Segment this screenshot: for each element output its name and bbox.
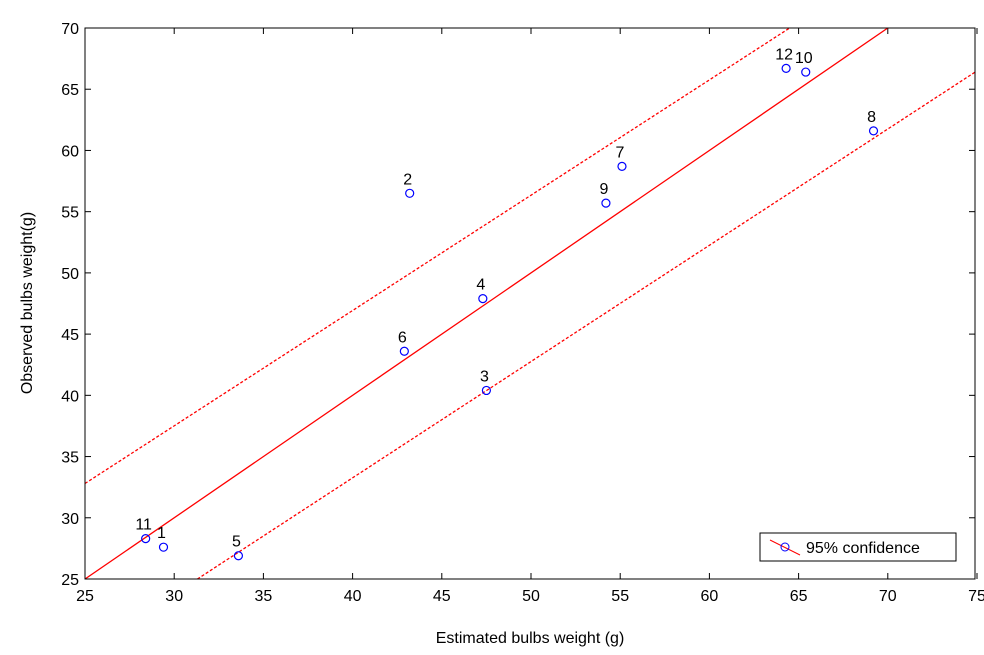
- x-tick-label: 70: [879, 588, 897, 605]
- y-tick-label: 50: [61, 266, 79, 283]
- x-tick-label: 75: [968, 588, 984, 605]
- x-tick-label: 40: [344, 588, 362, 605]
- x-tick-label: 45: [433, 588, 451, 605]
- x-tick-label: 65: [790, 588, 808, 605]
- point: [399, 346, 409, 356]
- point: [868, 126, 879, 136]
- point-label: 7: [616, 144, 625, 161]
- plot-area: [85, 28, 975, 579]
- x-tick-label: 55: [611, 588, 629, 605]
- point-label: 3: [480, 368, 489, 385]
- y-tick-label: 35: [61, 450, 79, 467]
- point-label: 11: [135, 517, 152, 534]
- point-label: 6: [398, 329, 407, 346]
- point: [405, 188, 415, 198]
- plot-frame: [84, 27, 976, 580]
- y-tick-label: 70: [61, 21, 79, 38]
- x-tick-label: 30: [165, 588, 183, 605]
- x-tick-label: 25: [76, 588, 94, 605]
- y-axis-label: Observed bulbs weight(g): [19, 212, 36, 394]
- point: [617, 161, 627, 171]
- legend-line: [769, 539, 801, 556]
- point: [481, 385, 491, 396]
- y-tick-label: 30: [61, 511, 79, 528]
- y-tick-label: 25: [61, 572, 79, 589]
- point: [781, 63, 791, 74]
- x-tick-label: 60: [701, 588, 719, 605]
- legend-marker: [780, 542, 790, 552]
- x-axis-label: Estimated bulbs weight (g): [436, 630, 625, 647]
- fit-line: [85, 28, 889, 579]
- y-tick-label: 45: [61, 327, 79, 344]
- point-label: 9: [599, 181, 608, 198]
- x-tick-label: 50: [522, 588, 540, 605]
- y-tick-label: 65: [61, 82, 79, 99]
- confidence-line: [197, 71, 975, 579]
- legend-box: [759, 532, 957, 562]
- y-tick-label: 40: [61, 388, 79, 405]
- point-label: 8: [867, 109, 876, 126]
- point: [141, 533, 151, 544]
- y-tick-label: 60: [61, 143, 79, 160]
- x-tick-label: 35: [255, 588, 273, 605]
- point: [801, 67, 811, 77]
- point-label: 5: [232, 534, 241, 551]
- legend-label: 95% confidence: [806, 540, 920, 557]
- point-label: 2: [403, 171, 412, 188]
- y-tick-label: 55: [61, 205, 79, 222]
- point-label: 1: [157, 525, 166, 542]
- point: [601, 198, 611, 208]
- point: [233, 551, 244, 561]
- point-label: 12: [775, 46, 793, 63]
- point-label: 10: [795, 50, 813, 67]
- point: [478, 294, 488, 304]
- point: [158, 542, 169, 552]
- point-label: 4: [476, 277, 485, 294]
